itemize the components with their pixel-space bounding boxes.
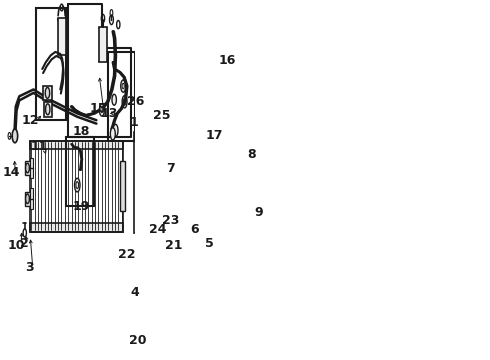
Bar	[120, 161, 124, 211]
Bar	[43, 86, 51, 100]
Text: 2: 2	[20, 237, 28, 249]
Circle shape	[166, 189, 173, 208]
Text: 18: 18	[73, 125, 90, 138]
Circle shape	[74, 178, 80, 192]
Text: 19: 19	[73, 201, 90, 213]
Text: 10: 10	[7, 239, 25, 252]
Text: 12: 12	[22, 114, 39, 127]
Circle shape	[25, 194, 29, 203]
Circle shape	[183, 194, 185, 200]
Text: 14: 14	[2, 166, 20, 179]
Circle shape	[122, 96, 127, 108]
Circle shape	[121, 80, 125, 92]
Bar	[58, 18, 66, 55]
Circle shape	[112, 94, 116, 105]
Text: 3: 3	[25, 261, 34, 274]
Bar	[25, 192, 31, 206]
Text: 9: 9	[254, 206, 263, 219]
Bar	[25, 161, 31, 175]
Text: 16: 16	[219, 54, 236, 67]
Circle shape	[245, 143, 251, 159]
Text: 6: 6	[191, 223, 199, 236]
Text: 17: 17	[205, 129, 223, 143]
Text: 25: 25	[153, 109, 170, 122]
Bar	[36, 8, 66, 120]
Text: 8: 8	[247, 148, 255, 161]
Text: 23: 23	[162, 214, 179, 227]
Circle shape	[163, 183, 176, 215]
Bar	[134, 132, 155, 233]
Text: 4: 4	[131, 287, 140, 300]
Bar	[30, 141, 123, 231]
Bar	[99, 27, 107, 62]
Text: 13: 13	[101, 107, 118, 120]
Text: 24: 24	[149, 223, 167, 236]
Circle shape	[195, 140, 226, 219]
Bar	[159, 132, 207, 212]
Text: 11: 11	[30, 140, 48, 153]
Text: 22: 22	[118, 248, 136, 261]
Bar	[30, 189, 33, 209]
Bar	[66, 137, 95, 206]
Text: 26: 26	[126, 95, 144, 108]
Circle shape	[188, 208, 190, 214]
Circle shape	[179, 181, 181, 186]
Circle shape	[200, 152, 221, 207]
Circle shape	[25, 163, 29, 173]
Text: 7: 7	[167, 162, 175, 175]
Bar	[137, 149, 150, 228]
Circle shape	[209, 174, 213, 185]
Text: 21: 21	[165, 239, 182, 252]
Text: 15: 15	[90, 102, 107, 115]
Bar	[30, 223, 123, 231]
Circle shape	[45, 87, 49, 98]
Text: 5: 5	[205, 237, 214, 249]
Circle shape	[110, 128, 115, 140]
Circle shape	[113, 124, 118, 136]
Circle shape	[99, 104, 104, 116]
Text: 1: 1	[130, 116, 139, 129]
Circle shape	[12, 129, 18, 143]
Circle shape	[205, 165, 217, 195]
Circle shape	[46, 104, 50, 115]
Text: 20: 20	[129, 334, 146, 347]
Bar	[44, 102, 51, 117]
Bar	[108, 52, 135, 141]
Bar	[30, 158, 33, 178]
Bar	[30, 141, 123, 149]
